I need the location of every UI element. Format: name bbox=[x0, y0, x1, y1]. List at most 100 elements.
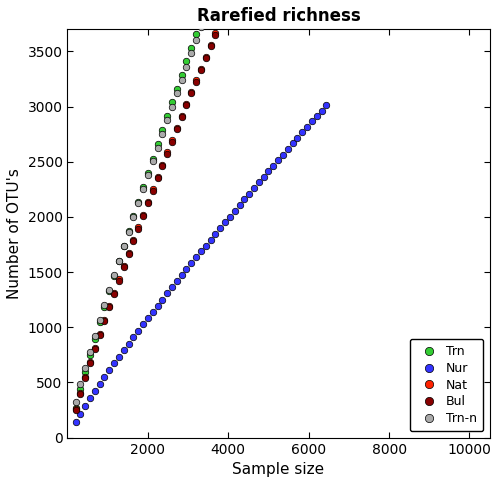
Point bbox=[274, 156, 282, 164]
Point bbox=[158, 162, 166, 170]
Point bbox=[96, 317, 104, 324]
Point bbox=[72, 406, 80, 413]
Point bbox=[206, 43, 214, 50]
Point bbox=[192, 36, 200, 44]
Point bbox=[188, 44, 196, 52]
Point bbox=[81, 374, 89, 381]
Point bbox=[294, 134, 302, 142]
Point bbox=[284, 145, 292, 153]
Point bbox=[144, 199, 152, 207]
Point bbox=[100, 301, 108, 309]
Point bbox=[86, 360, 94, 367]
Point bbox=[197, 23, 205, 31]
Point bbox=[173, 90, 181, 97]
Point bbox=[168, 99, 176, 106]
Point bbox=[96, 380, 104, 388]
Point bbox=[226, 0, 234, 4]
Point bbox=[206, 236, 214, 243]
Point bbox=[206, 0, 214, 4]
Point bbox=[173, 124, 181, 132]
Point bbox=[134, 224, 142, 231]
Point bbox=[270, 162, 278, 169]
Point bbox=[154, 140, 162, 148]
Point bbox=[154, 175, 162, 182]
X-axis label: Sample size: Sample size bbox=[232, 462, 324, 477]
Point bbox=[72, 405, 80, 413]
Point bbox=[100, 373, 108, 381]
Point bbox=[202, 3, 210, 11]
Point bbox=[139, 185, 147, 193]
Point bbox=[120, 242, 128, 249]
Point bbox=[76, 410, 84, 418]
Y-axis label: Number of OTU's: Number of OTU's bbox=[7, 168, 22, 299]
Point bbox=[91, 345, 99, 353]
Point bbox=[163, 149, 171, 156]
Point bbox=[226, 212, 234, 220]
Point bbox=[106, 286, 114, 294]
Point bbox=[182, 102, 190, 109]
Point bbox=[221, 218, 229, 226]
Point bbox=[192, 254, 200, 261]
Point bbox=[178, 112, 186, 120]
Point bbox=[130, 213, 138, 221]
Point bbox=[134, 199, 142, 207]
Point bbox=[212, 30, 220, 38]
Point bbox=[318, 107, 326, 115]
Point bbox=[139, 320, 147, 328]
Point bbox=[260, 173, 268, 181]
Point bbox=[144, 198, 152, 206]
Point bbox=[192, 76, 200, 84]
Point bbox=[188, 89, 196, 96]
Point bbox=[158, 161, 166, 168]
Point bbox=[110, 288, 118, 296]
Point bbox=[110, 272, 118, 279]
Point bbox=[86, 394, 94, 402]
Point bbox=[178, 114, 186, 121]
Point bbox=[96, 331, 104, 339]
Point bbox=[144, 314, 152, 322]
Point bbox=[178, 71, 186, 79]
Point bbox=[72, 404, 80, 411]
Point bbox=[168, 284, 176, 291]
Point bbox=[96, 318, 104, 326]
Point bbox=[197, 17, 205, 25]
Point bbox=[202, 54, 210, 62]
Point bbox=[144, 171, 152, 179]
Point bbox=[298, 129, 306, 136]
Point bbox=[134, 225, 142, 232]
Point bbox=[139, 183, 147, 191]
Point bbox=[188, 259, 196, 267]
Title: Rarefied richness: Rarefied richness bbox=[196, 7, 360, 25]
Point bbox=[124, 249, 132, 257]
Point bbox=[86, 348, 94, 355]
Point bbox=[134, 327, 142, 334]
Point bbox=[154, 173, 162, 181]
Point bbox=[115, 275, 123, 283]
Point bbox=[106, 366, 114, 374]
Point bbox=[192, 78, 200, 86]
Point bbox=[148, 154, 156, 162]
Point bbox=[163, 117, 171, 124]
Point bbox=[221, 6, 229, 14]
Point bbox=[288, 139, 296, 147]
Point bbox=[144, 169, 152, 177]
Point bbox=[120, 242, 128, 250]
Point bbox=[139, 211, 147, 218]
Point bbox=[106, 302, 114, 310]
Point bbox=[124, 227, 132, 235]
Point bbox=[130, 236, 138, 244]
Point bbox=[148, 185, 156, 193]
Point bbox=[115, 277, 123, 285]
Point bbox=[130, 238, 138, 245]
Point bbox=[91, 334, 99, 342]
Point bbox=[221, 7, 229, 15]
Point bbox=[168, 138, 176, 146]
Point bbox=[255, 179, 263, 186]
Point bbox=[197, 66, 205, 74]
Point bbox=[76, 389, 84, 397]
Point bbox=[173, 126, 181, 134]
Point bbox=[100, 316, 108, 324]
Point bbox=[178, 272, 186, 279]
Point bbox=[154, 302, 162, 310]
Point bbox=[124, 250, 132, 258]
